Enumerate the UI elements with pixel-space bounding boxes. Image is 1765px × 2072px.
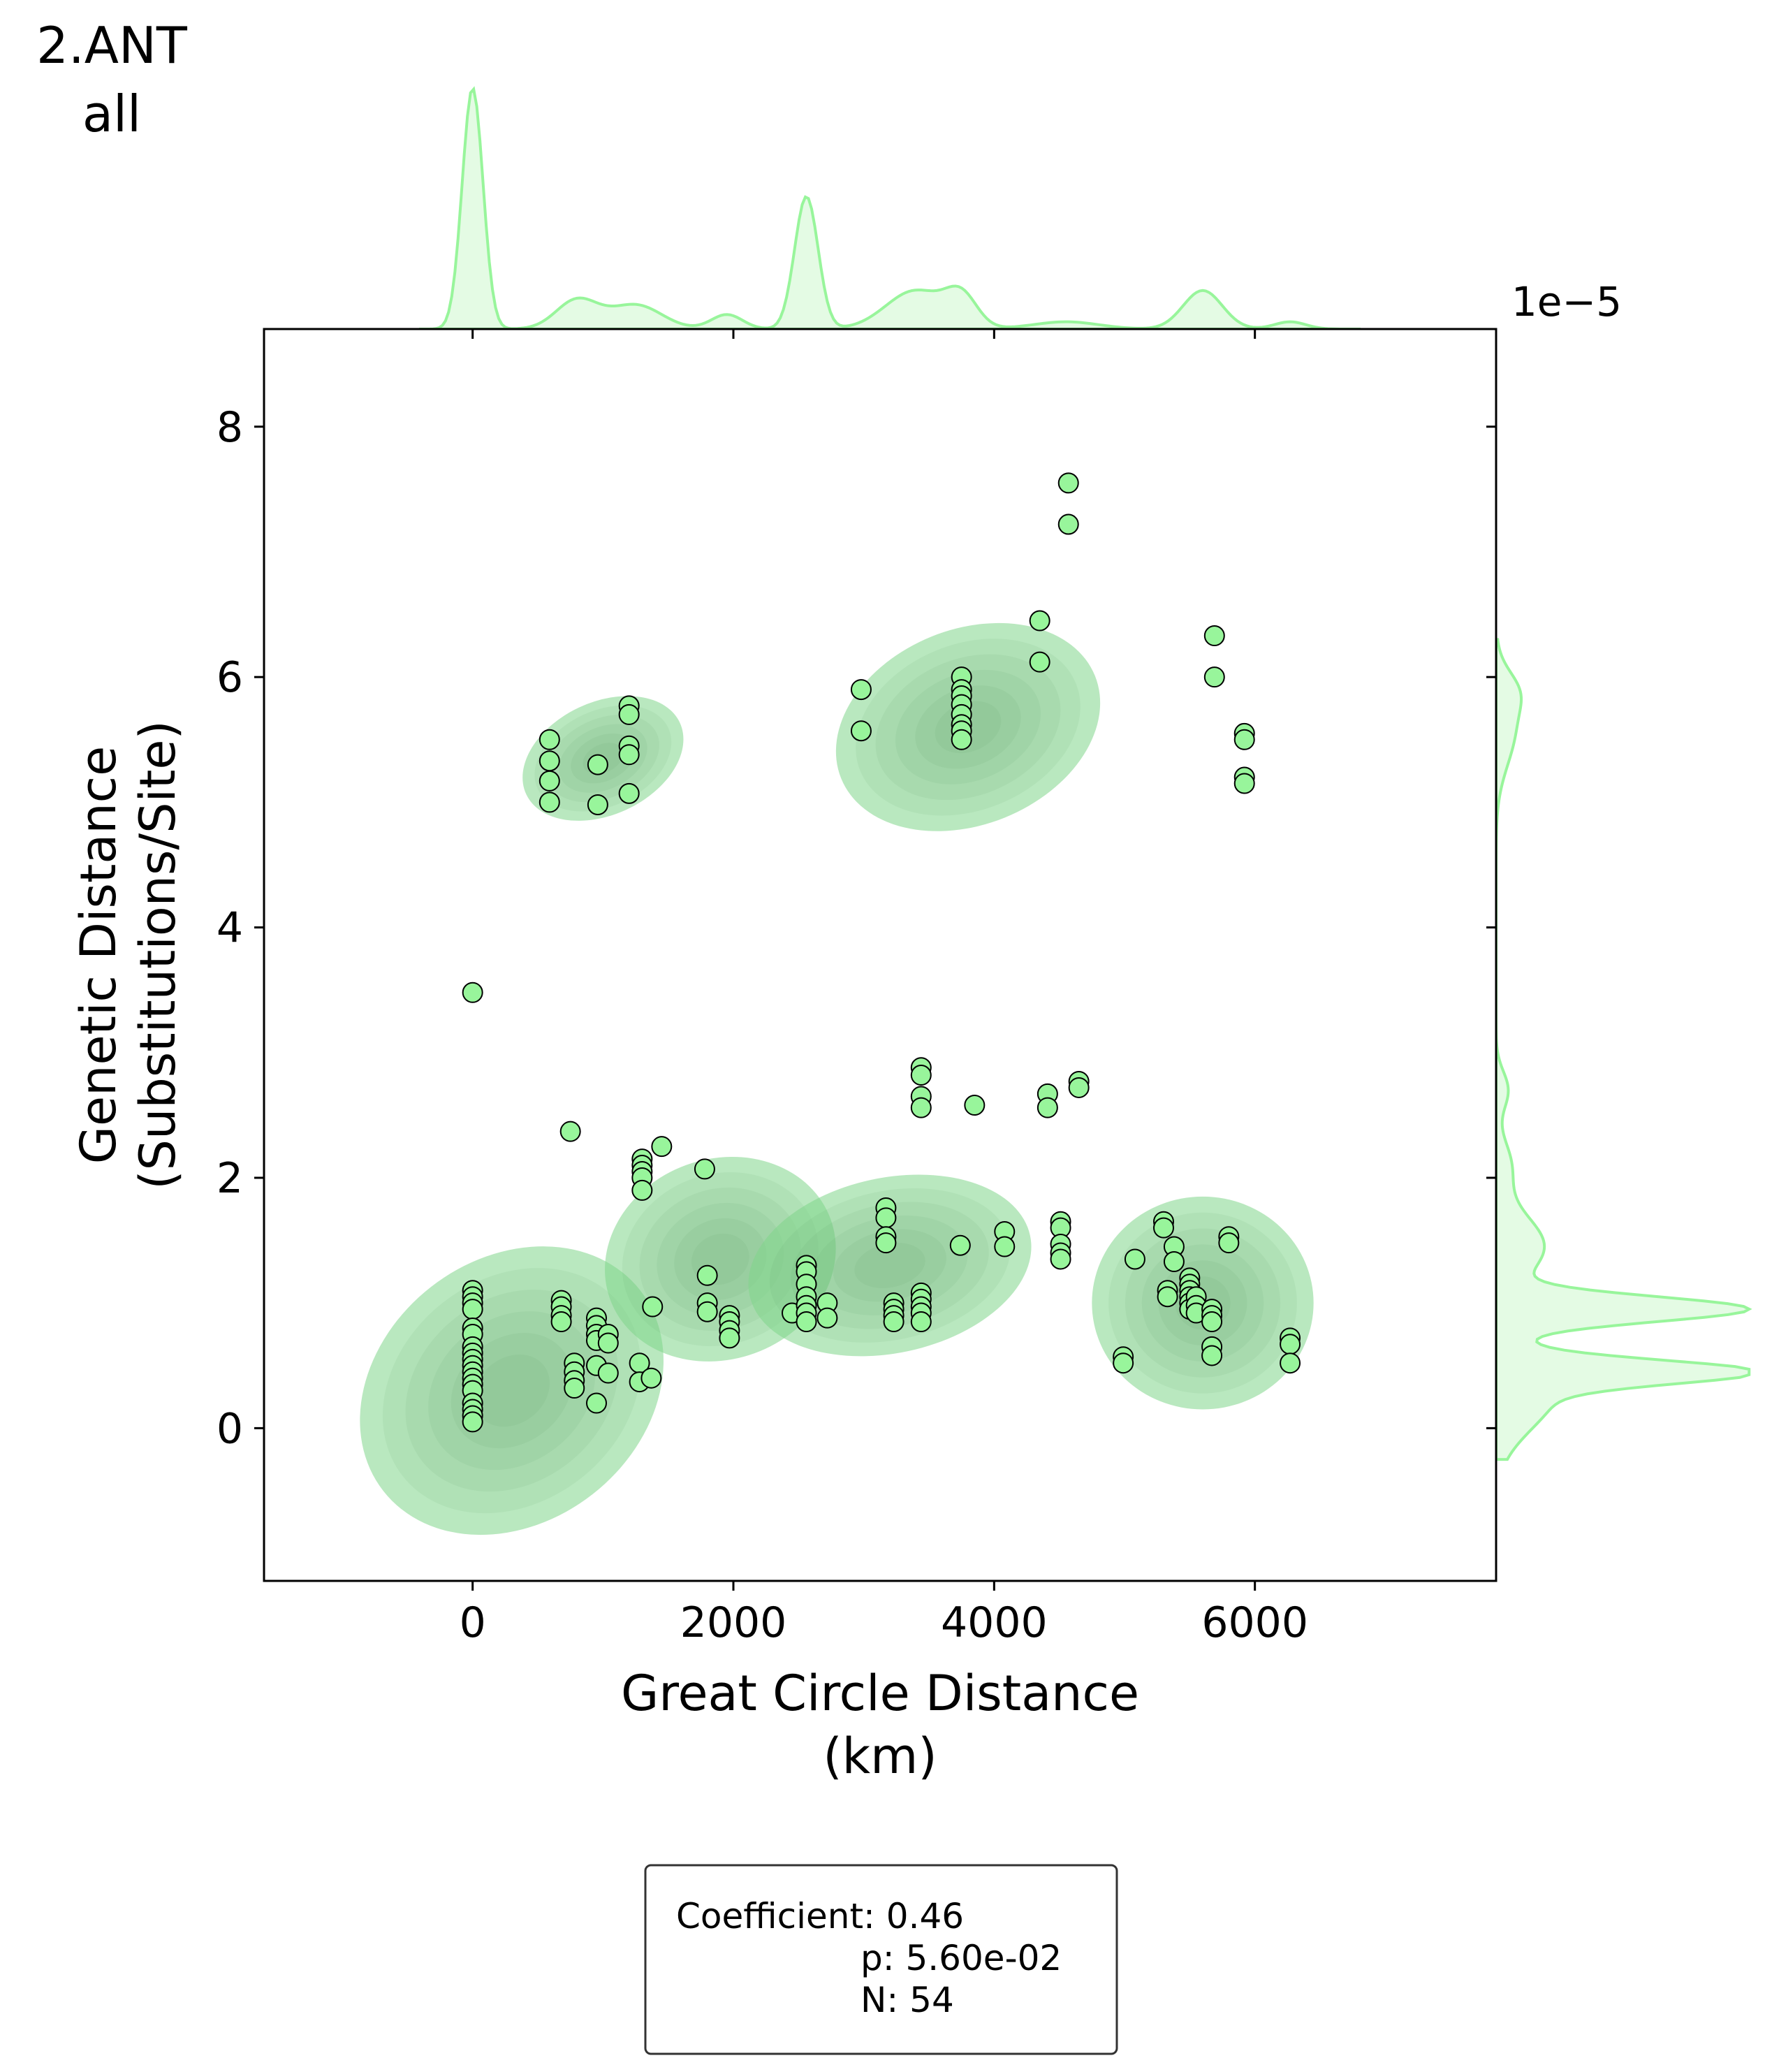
x-tick-label-1: 2000	[680, 1598, 787, 1647]
scatter-point-140	[1201, 1311, 1223, 1333]
y-tick-label-0: 0	[217, 1404, 243, 1453]
scatter-point-153	[1280, 1352, 1301, 1374]
scatter-point-76	[850, 679, 872, 701]
scatter-point-22	[539, 791, 560, 813]
scatter-point-31	[564, 1378, 585, 1399]
scatter-point-144	[1203, 666, 1225, 688]
y-marginal-curve	[1495, 638, 1752, 1461]
scatter-point-121	[1113, 1352, 1134, 1374]
kde-density-contours	[360, 622, 1314, 1535]
y-tick-label-2: 4	[217, 904, 243, 953]
scatter-point-143	[1203, 625, 1225, 647]
kde-contour-2-5	[854, 1242, 925, 1288]
x-tick-label-3: 6000	[1201, 1598, 1308, 1647]
scatter-point-87	[910, 1065, 932, 1086]
scatter-point-117	[1057, 513, 1079, 535]
scatter-point-126	[1157, 1286, 1178, 1308]
scatter-point-115	[1050, 1248, 1071, 1270]
scatter-point-42	[597, 1362, 619, 1384]
scatter-point-4	[462, 1299, 483, 1320]
chart-title-line-2: all	[82, 85, 141, 143]
y-axis-label-line-2: (Substitutions/Site)	[129, 720, 186, 1190]
scatter-point-0	[462, 982, 483, 1003]
y-offset-label: 1e−5	[1511, 278, 1622, 326]
scatter-point-57	[642, 1296, 664, 1318]
stats-coefficient: Coefficient: 0.46	[676, 1896, 964, 1936]
x-tick-label-0: 0	[460, 1598, 486, 1647]
scatter-point-85	[883, 1311, 905, 1333]
scatter-point-119	[1068, 1077, 1090, 1098]
kde-contour-0-5	[474, 1355, 550, 1427]
y-marginal-kde	[1495, 638, 1752, 1461]
scatter-point-81	[875, 1232, 897, 1254]
scatter-point-27	[550, 1311, 572, 1333]
scatter-point-107	[1029, 610, 1050, 632]
scatter-point-77	[850, 720, 872, 742]
kde-contour-0-2	[405, 1290, 618, 1492]
scatter-point-61	[696, 1301, 718, 1322]
x-axis-ticks: 0 2000 4000 6000	[460, 329, 1308, 1647]
scatter-point-116	[1057, 472, 1079, 494]
scatter-point-110	[1037, 1097, 1058, 1118]
kde-contour-2-2	[791, 1202, 989, 1329]
scatter-point-21	[539, 770, 560, 791]
x-tick-label-2: 4000	[941, 1598, 1048, 1647]
scatter-point-32	[587, 754, 608, 775]
scatter-point-75	[816, 1307, 838, 1329]
stats-box	[644, 1864, 1118, 2055]
scatter-point-23	[559, 1121, 581, 1142]
y-axis-ticks: 0 2 4 6 8	[217, 403, 1496, 1453]
scatter-point-124	[1153, 1217, 1174, 1239]
scatter-point-106	[994, 1236, 1016, 1257]
scatter-point-58	[694, 1158, 715, 1180]
scatter-point-44	[618, 703, 640, 725]
kde-contour-0-1	[382, 1268, 641, 1514]
scatter-point-79	[875, 1207, 897, 1229]
kde-contour-2-0	[748, 1174, 1032, 1357]
scatter-point-142	[1201, 1345, 1223, 1366]
scatter-point-108	[1029, 651, 1050, 673]
scatter-point-148	[1233, 729, 1255, 750]
y-axis-label-line-1: Genetic Distance	[70, 746, 127, 1164]
scatter-point-39	[586, 1392, 607, 1414]
scatter-point-19	[539, 729, 560, 750]
scatter-point-20	[539, 750, 560, 772]
y-tick-label-4: 8	[217, 403, 243, 452]
scatter-points	[462, 472, 1301, 1433]
chart-title-line-1: 2.ANT	[36, 16, 188, 75]
kde-contour-1-4	[674, 1218, 767, 1301]
plot-area-frame	[263, 328, 1497, 1582]
scatter-point-73	[796, 1311, 817, 1333]
x-axis-label-line-2: (km)	[823, 1728, 937, 1785]
x-marginal-kde	[419, 86, 1361, 330]
y-tick-label-1: 2	[217, 1154, 243, 1203]
scatter-point-146	[1218, 1232, 1240, 1254]
scatter-point-94	[910, 1311, 932, 1333]
scatter-point-103	[949, 1234, 971, 1256]
scatter-point-33	[587, 794, 608, 815]
scatter-point-150	[1233, 773, 1255, 794]
scatter-point-122	[1124, 1248, 1145, 1270]
scatter-point-65	[719, 1327, 740, 1349]
scatter-point-52	[631, 1179, 653, 1201]
stats-p-value: p: 5.60e-02	[860, 1938, 1062, 1978]
y-tick-label-3: 6	[217, 653, 243, 702]
scatter-point-89	[910, 1097, 932, 1118]
scatter-point-47	[618, 782, 640, 804]
scatter-point-41	[597, 1332, 619, 1354]
x-marginal-curve	[419, 86, 1361, 330]
x-axis-label-line-1: Great Circle Distance	[621, 1665, 1139, 1722]
scatter-point-59	[696, 1264, 718, 1286]
scatter-point-46	[618, 744, 640, 766]
scatter-point-102	[951, 729, 972, 750]
stats-n: N: 54	[860, 1980, 954, 2020]
scatter-point-18	[462, 1411, 483, 1433]
scatter-point-104	[964, 1095, 986, 1116]
scatter-point-152	[1280, 1334, 1301, 1355]
scatter-point-128	[1163, 1251, 1185, 1273]
scatter-point-56	[640, 1367, 662, 1389]
scatter-point-53	[651, 1136, 673, 1158]
